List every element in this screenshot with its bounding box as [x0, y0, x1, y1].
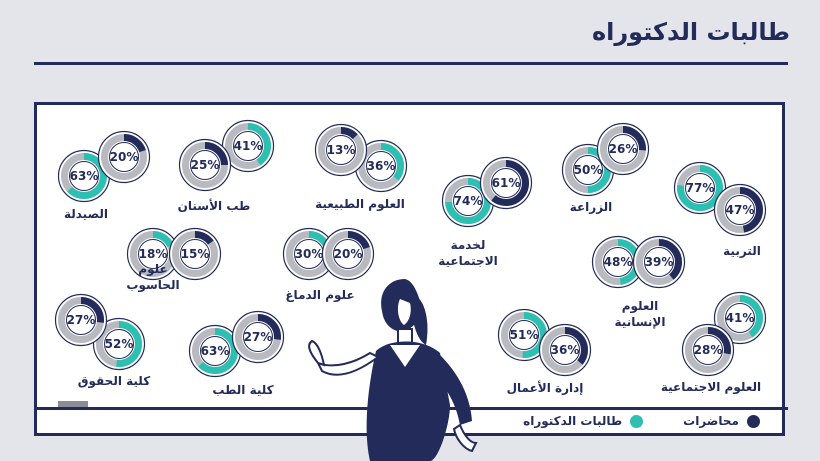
- donut-lecturers-3-value: 61%: [492, 176, 521, 190]
- donut-lecturers-11: 36%: [538, 323, 592, 377]
- donut-lecturers-12: 28%: [681, 323, 735, 377]
- donut-lecturers-5: 47%: [713, 183, 767, 237]
- teacher-illustration: [308, 279, 478, 461]
- category-label-7: علوم الدماغ: [285, 288, 354, 303]
- category-label-3: الاجتماعية: [438, 254, 498, 268]
- donut-students-12-value: 41%: [726, 311, 755, 325]
- category-label-8: العلوم: [622, 299, 659, 314]
- donut-lecturers-9-value: 27%: [67, 313, 96, 327]
- donut-students-6: 18%: [126, 227, 180, 281]
- donut-lecturers-8-value: 39%: [645, 255, 674, 269]
- donut-students-5: 77%: [673, 161, 727, 215]
- donut-students-10-value: 63%: [201, 344, 230, 358]
- category-label-1: طب الأسنان: [178, 198, 251, 213]
- donut-students-9: 52%: [92, 317, 146, 371]
- donut-lecturers-1-value: 25%: [191, 158, 220, 172]
- donut-students-6-value: 18%: [139, 247, 168, 261]
- category-label-10: كلية الطب: [212, 383, 273, 397]
- category-label-6: علوم: [138, 262, 167, 277]
- legend-label-lecturers: محاضرات: [683, 414, 739, 428]
- category-label-5: التربية: [723, 244, 761, 258]
- donut-students-3-value: 74%: [454, 194, 483, 208]
- donut-lecturers-10: 27%: [231, 310, 285, 364]
- donut-lecturers-6: 15%: [168, 227, 222, 281]
- category-label-0: الصيدلة: [64, 207, 108, 221]
- donut-lecturers-7-value: 20%: [334, 247, 363, 261]
- legend-label-students: طالبات الدكتوراه: [523, 414, 623, 428]
- donut-students-7-value: 30%: [295, 247, 324, 261]
- donut-lecturers-2: 13%: [314, 123, 368, 177]
- donut-lecturers-9: 27%: [54, 293, 108, 347]
- donut-students-12: 41%: [713, 291, 767, 345]
- donut-lecturers-1: 25%: [178, 138, 232, 192]
- chart-legend: محاضرات طالبات الدكتوراه: [523, 414, 760, 428]
- donut-students-1: 41%: [221, 119, 275, 173]
- donut-students-2-value: 36%: [367, 159, 396, 173]
- category-label-8: الإنسانية: [615, 315, 666, 329]
- category-label-9: كلية الحقوق: [78, 374, 150, 389]
- category-label-12: العلوم الاجتماعية: [661, 380, 761, 395]
- donut-students-4-value: 50%: [574, 163, 603, 177]
- donut-students-8-value: 48%: [604, 255, 633, 269]
- legend-item-students: طالبات الدكتوراه: [523, 414, 644, 428]
- legend-swatch-lecturers: [747, 414, 760, 428]
- legend-item-lecturers: محاضرات: [683, 414, 760, 428]
- donut-lecturers-12-value: 28%: [694, 343, 723, 357]
- category-label-6: الحاسوب: [126, 278, 179, 293]
- donut-lecturers-3: 61%: [479, 156, 533, 210]
- donut-students-1-value: 41%: [234, 139, 263, 153]
- category-label-4: الزراعة: [570, 200, 613, 214]
- donut-lecturers-8: 39%: [632, 235, 686, 289]
- donut-lecturers-4: 26%: [596, 122, 650, 176]
- page-title: طالبات الدكتوراه: [591, 18, 790, 46]
- donut-lecturers-11-value: 36%: [551, 343, 580, 357]
- donut-students-9-value: 52%: [105, 337, 134, 351]
- donut-students-0: 63%: [57, 149, 111, 203]
- category-label-11: إدارة الأعمال: [507, 380, 584, 395]
- donut-students-2: 36%: [354, 139, 408, 193]
- donut-students-7: 30%: [282, 227, 336, 281]
- category-label-3: لخدمة: [451, 238, 486, 252]
- donut-lecturers-7: 20%: [321, 227, 375, 281]
- category-label-2: العلوم الطبيعية: [315, 197, 405, 212]
- donut-students-11-value: 51%: [510, 328, 539, 342]
- donut-students-0-value: 63%: [70, 169, 99, 183]
- donut-lecturers-5-value: 47%: [726, 203, 755, 217]
- title-divider: [34, 62, 788, 65]
- donut-lecturers-6-value: 15%: [181, 247, 210, 261]
- donut-lecturers-0: 20%: [97, 130, 151, 184]
- donut-lecturers-2-value: 13%: [327, 143, 356, 157]
- eraser-icon: [58, 401, 88, 407]
- donut-lecturers-10-value: 27%: [244, 330, 273, 344]
- donut-lecturers-4-value: 26%: [609, 142, 638, 156]
- donut-students-11: 51%: [497, 308, 551, 362]
- donut-students-10: 63%: [188, 324, 242, 378]
- legend-swatch-students: [630, 414, 644, 428]
- donut-lecturers-0-value: 20%: [110, 150, 139, 164]
- donut-students-5-value: 77%: [686, 181, 715, 195]
